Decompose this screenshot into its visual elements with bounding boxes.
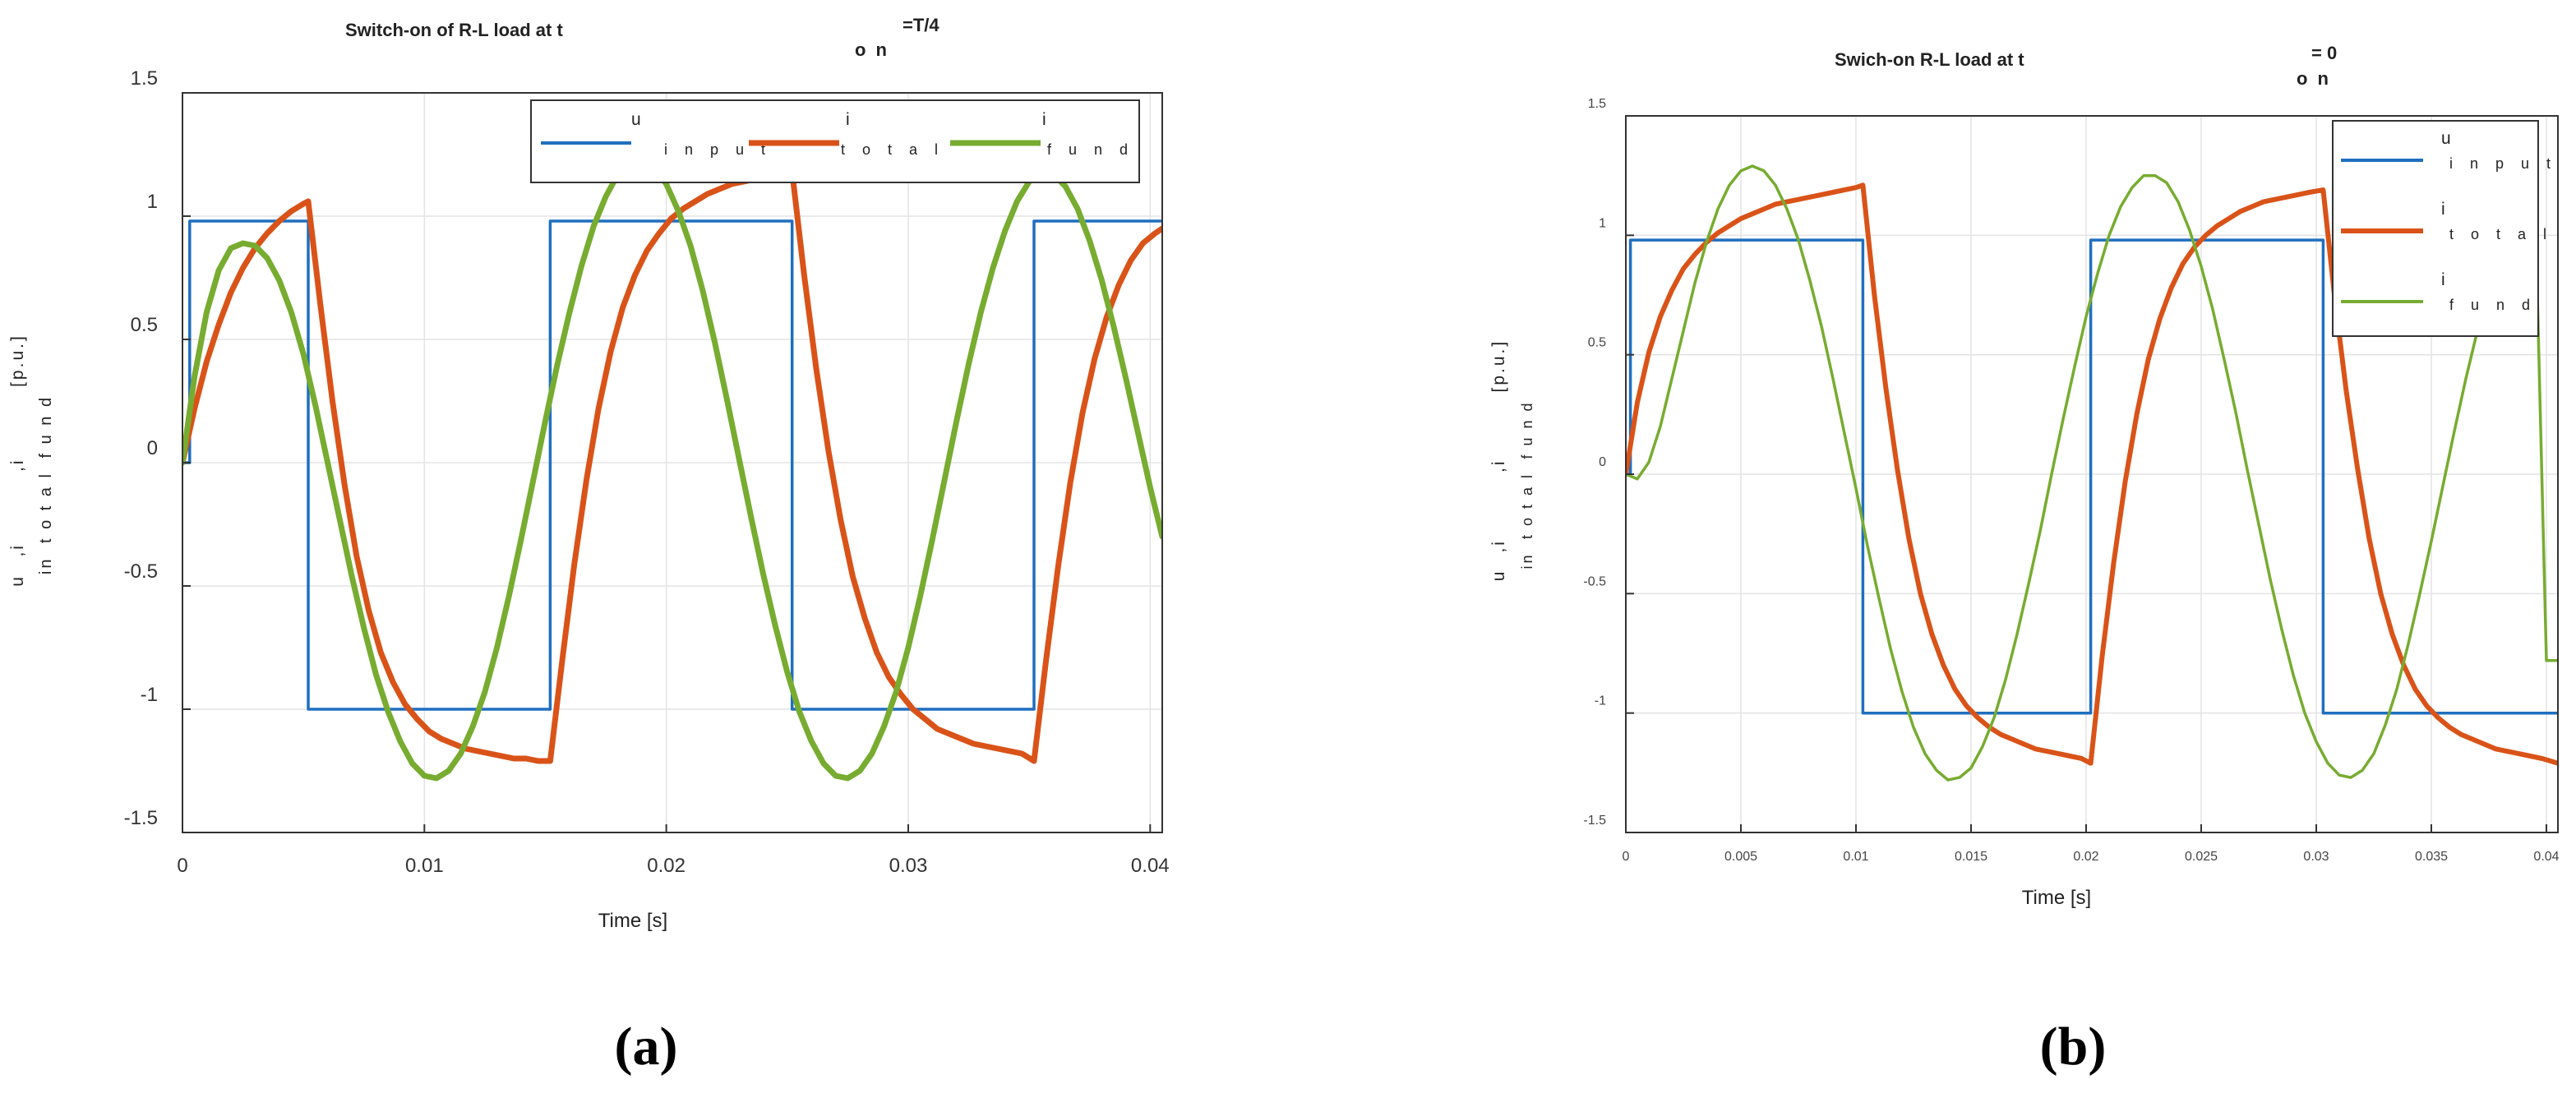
y-axis-label-i2-sub: f u n d (37, 395, 55, 459)
x-tick-label: 0 (1623, 850, 1630, 864)
legend-label-1: i (846, 110, 850, 129)
y-tick-label: 0.5 (131, 314, 158, 336)
legend-label-sub-1: t o t a l (841, 141, 944, 158)
series-line-u-input (182, 219, 1162, 711)
y-tick-label: 1.5 (1588, 97, 1606, 111)
series-line-i-fund (182, 156, 1162, 782)
x-axis-label: Time [s] (2022, 887, 2091, 909)
x-tick-label: 0.03 (2303, 850, 2329, 864)
panel-label: (a) (615, 1017, 678, 1077)
y-tick-label: 0 (147, 437, 158, 459)
legend-label-0: u (2441, 129, 2451, 148)
x-tick-label: 0.04 (2533, 850, 2559, 864)
legend: ui n p u tit o t a lif u n d (530, 99, 1140, 183)
legend: ui n p u tit o t a lif u n d (2332, 120, 2557, 337)
y-axis-label-sep1: ,i (8, 543, 27, 557)
x-tick-label: 0.04 (1131, 855, 1170, 877)
panel-label: (b) (2040, 1017, 2107, 1077)
chart-title-superscript: = 0 (2311, 43, 2337, 63)
y-axis-label-i1-sub: t o t a l (1519, 473, 1535, 539)
x-tick-label: 0.025 (2185, 850, 2218, 864)
x-tick-label: 0.005 (1724, 850, 1757, 864)
y-tick-label: -1 (1595, 694, 1606, 708)
chart-title-subscript: o n (2297, 68, 2331, 89)
series-line-i-fund (1626, 164, 2558, 782)
y-tick-label: 0.5 (1588, 336, 1606, 350)
y-tick-label: 1 (1599, 216, 1606, 230)
series-line-i-total (182, 168, 1162, 764)
y-tick-label: 1.5 (131, 67, 158, 90)
y-axis-label-i1-sub: t o t a l (37, 472, 55, 543)
y-tick-label: -0.5 (124, 560, 158, 583)
y-axis-label-unit: [p.u.] (8, 334, 27, 387)
y-axis-label: uin ,i t o t a l ,i f u n d [p.u.] (1489, 339, 1535, 581)
x-tick-label: 0.03 (889, 855, 928, 877)
y-axis-label-sep2: ,i (8, 459, 27, 473)
y-tick-label: 0 (1599, 455, 1606, 469)
y-tick-label: -1.5 (124, 807, 158, 829)
y-axis-label-unit: [p.u.] (1489, 339, 1508, 393)
y-tick-label: -1.5 (1583, 814, 1606, 828)
series-line-u-input (1626, 238, 2558, 715)
y-tick-label: -1 (141, 684, 158, 706)
chart-title: Swich-on R-L load at t (1835, 49, 2024, 70)
y-axis-label-u: u (8, 574, 27, 587)
chart-panel-b: 0 0.005 0.01 0.015 0.02 0.025 0.03 0.035 0.04 -1.… (1489, 43, 2560, 1077)
y-tick-label: -0.5 (1583, 574, 1606, 588)
x-tick-label: 0.01 (1843, 850, 1868, 864)
x-tick-label: 0 (177, 855, 187, 877)
x-tick-label: 0.015 (1955, 850, 1987, 864)
series-group (1626, 164, 2558, 782)
legend-label-sub-0: i n p u t (664, 141, 772, 158)
chart-title: Switch-on of R-L load at t (345, 20, 563, 40)
y-tick-label: 1 (147, 191, 158, 213)
chart-title-subscript: o n (855, 39, 889, 60)
legend-label-sub-2: f u n d (2449, 297, 2537, 313)
legend-label-1: i (2441, 200, 2445, 219)
chart-panel-a: 0 0.01 0.02 0.03 0.04 -1.5 -1 -0.5 0 0.5 1 1.5 Switc… (8, 15, 1170, 1077)
chart-title-superscript: =T/4 (903, 15, 939, 35)
x-tick-label: 0.02 (647, 855, 686, 877)
legend-label-2: i (1042, 110, 1046, 129)
legend-label-2: i (2441, 270, 2445, 289)
x-tick-label: 0.035 (2415, 850, 2448, 864)
y-axis-label: uin ,i t o t a l ,i f u n d [p.u.] (8, 334, 55, 587)
legend-label-0: u (631, 110, 641, 129)
y-axis-label-sep2: ,i (1489, 459, 1508, 473)
x-tick-label: 0.01 (405, 855, 444, 877)
y-axis-label-i2-sub: f u n d (1519, 400, 1535, 459)
y-axis-label-u-sub: in (1519, 553, 1535, 570)
y-axis-label-u: u (1489, 570, 1508, 582)
x-axis-label: Time [s] (598, 910, 667, 932)
x-tick-label: 0.02 (2073, 850, 2098, 864)
legend-label-sub-1: t o t a l (2449, 226, 2553, 242)
legend-label-sub-2: f u n d (1047, 141, 1134, 158)
y-axis-label-sep1: ,i (1489, 539, 1508, 553)
y-axis-label-u-sub: in (37, 557, 55, 575)
series-line-i-total (1626, 182, 2558, 766)
series-group (182, 156, 1162, 782)
legend-label-sub-0: i n p u t (2449, 155, 2557, 172)
